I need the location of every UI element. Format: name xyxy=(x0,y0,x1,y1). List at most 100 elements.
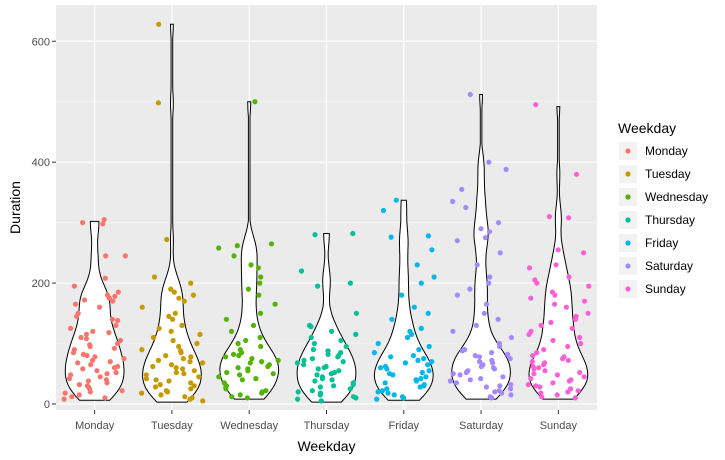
data-point xyxy=(497,383,503,389)
data-point xyxy=(76,392,82,398)
data-point xyxy=(492,389,498,395)
data-point xyxy=(393,197,399,203)
data-point xyxy=(487,274,493,280)
x-tick-label: Tuesday xyxy=(151,420,193,432)
data-point xyxy=(459,348,465,354)
data-point xyxy=(176,295,182,301)
data-point xyxy=(102,275,108,281)
data-point xyxy=(83,331,89,337)
data-point xyxy=(180,366,186,372)
data-point xyxy=(495,316,501,322)
data-point xyxy=(156,21,162,27)
data-point xyxy=(75,360,81,366)
data-point xyxy=(196,374,202,380)
data-point xyxy=(537,384,543,390)
data-point xyxy=(325,351,331,357)
data-point xyxy=(382,380,388,386)
data-point xyxy=(531,371,537,377)
legend-marker xyxy=(625,171,631,177)
data-point xyxy=(168,362,175,368)
data-point xyxy=(182,394,188,400)
data-point xyxy=(400,395,407,401)
data-point xyxy=(318,398,324,404)
data-point xyxy=(188,386,194,392)
data-point xyxy=(481,310,487,316)
legend-label: Thursday xyxy=(645,213,695,227)
data-point xyxy=(486,280,492,286)
data-point xyxy=(249,356,255,362)
data-point xyxy=(178,350,184,356)
data-point xyxy=(497,343,503,350)
data-point xyxy=(88,362,94,368)
data-point xyxy=(459,186,465,192)
data-point xyxy=(245,368,251,374)
data-point xyxy=(331,383,337,389)
data-point xyxy=(541,347,547,353)
data-point xyxy=(569,325,575,331)
y-axis: 0 200 400 600 xyxy=(32,36,56,411)
data-point xyxy=(417,384,423,390)
data-point xyxy=(70,350,77,356)
data-point xyxy=(554,392,560,398)
data-point xyxy=(507,386,514,392)
data-point xyxy=(490,360,496,366)
data-point xyxy=(294,360,301,366)
data-point xyxy=(87,389,93,395)
data-points xyxy=(61,21,592,404)
data-point xyxy=(578,340,584,347)
data-point xyxy=(231,253,237,259)
data-point xyxy=(335,354,341,360)
data-point xyxy=(150,363,156,370)
legend-label: Friday xyxy=(645,236,678,250)
data-point xyxy=(585,310,591,316)
data-point xyxy=(526,265,533,271)
data-point xyxy=(457,372,463,378)
data-point xyxy=(572,395,578,401)
data-point xyxy=(143,372,149,378)
violin xyxy=(142,23,202,403)
data-point xyxy=(250,322,257,328)
data-point xyxy=(301,357,307,363)
data-point xyxy=(253,376,259,382)
data-point xyxy=(415,357,421,363)
y-tick-label: 0 xyxy=(44,399,50,411)
data-point xyxy=(385,390,391,396)
data-point xyxy=(153,377,159,383)
data-point xyxy=(312,378,318,384)
data-point xyxy=(388,234,394,240)
data-point xyxy=(252,99,258,105)
data-point xyxy=(552,301,558,307)
data-point xyxy=(534,280,540,286)
data-point xyxy=(402,360,408,366)
data-point xyxy=(80,220,86,226)
data-point xyxy=(529,359,535,365)
x-tick-label: Friday xyxy=(389,420,420,432)
data-point xyxy=(74,313,80,319)
data-point xyxy=(166,313,172,319)
data-point xyxy=(528,295,534,301)
data-point xyxy=(191,368,197,374)
data-point xyxy=(343,343,349,350)
data-point xyxy=(390,372,396,378)
data-point xyxy=(173,369,179,376)
data-point xyxy=(566,215,572,221)
data-point xyxy=(486,229,493,235)
data-point xyxy=(168,286,174,292)
data-point xyxy=(429,247,435,253)
data-point xyxy=(531,366,537,372)
data-point xyxy=(156,325,162,331)
data-point xyxy=(224,369,230,376)
data-point xyxy=(168,328,174,334)
data-point xyxy=(329,377,335,383)
data-point xyxy=(528,376,534,382)
y-tick-label: 200 xyxy=(32,278,50,290)
data-point xyxy=(463,369,469,376)
data-point xyxy=(295,396,301,402)
legend: Weekday Monday Tuesday Wednesday Thursday Fr… xyxy=(612,112,720,302)
data-point xyxy=(200,360,206,366)
data-point xyxy=(489,350,495,356)
data-point xyxy=(258,274,264,280)
data-point xyxy=(536,365,542,371)
data-point xyxy=(467,91,473,98)
data-point xyxy=(371,350,377,356)
